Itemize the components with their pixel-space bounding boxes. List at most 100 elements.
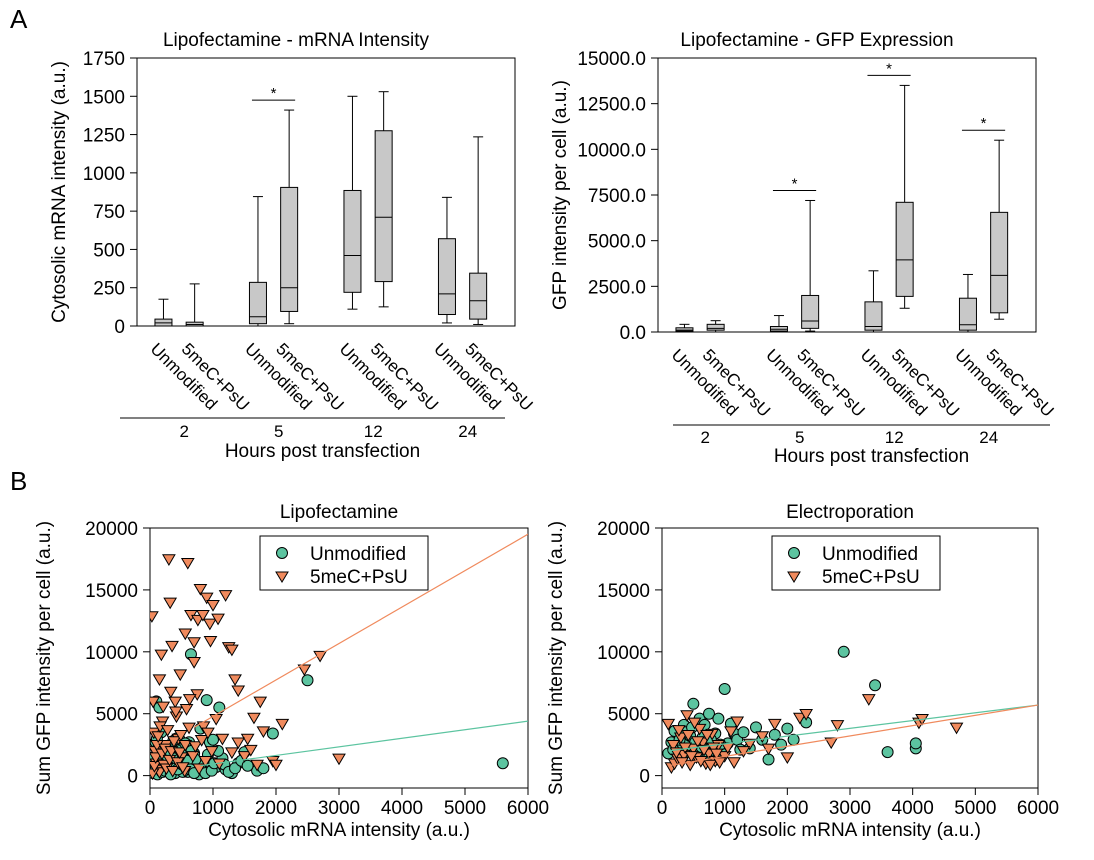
data-point — [182, 694, 197, 706]
scatter-chart-3: Electroporation 0 5000 10000 15000 20000 0 1000… — [546, 502, 1059, 841]
data-point — [780, 752, 795, 765]
group-label: 5 — [274, 422, 283, 441]
box-24-modified — [469, 136, 488, 325]
data-point — [275, 718, 290, 731]
legend-label: Unmodified — [310, 544, 406, 565]
x-tick-label: 3000 — [829, 798, 871, 819]
data-point — [703, 707, 715, 720]
data-point — [218, 590, 233, 602]
y-tick-label: 2500.0 — [588, 277, 646, 298]
legend-label: 5meC+PsU — [822, 567, 920, 588]
data-point — [909, 737, 922, 750]
data-point — [193, 583, 208, 596]
data-point — [237, 751, 252, 763]
box-iqr — [958, 297, 977, 331]
data-point — [662, 718, 676, 731]
data-point — [881, 746, 894, 759]
significance-marker: * — [792, 175, 798, 192]
data-point — [209, 713, 224, 726]
y-tick-label: 10000.0 — [577, 140, 646, 161]
x-tick-label: 1000 — [704, 798, 746, 819]
data-point — [215, 733, 230, 746]
chart-title: Lipofectamine - GFP Expression — [680, 30, 953, 51]
data-point — [332, 753, 346, 766]
x-axis-label: Hours post transfection — [774, 446, 969, 467]
box-24-unmodified — [437, 196, 456, 324]
data-point — [869, 679, 882, 692]
data-point — [730, 716, 745, 729]
box-iqr — [343, 189, 362, 293]
box-iqr — [675, 327, 694, 332]
chart-title: Lipofectamine - mRNA Intensity — [163, 30, 430, 51]
y-tick-label: 0.0 — [620, 323, 646, 344]
data-point — [775, 738, 788, 751]
data-point — [180, 557, 195, 570]
data-point — [152, 674, 167, 687]
data-point — [203, 635, 218, 648]
panel-label-a: A — [10, 4, 28, 34]
y-tick-label: 5000 — [96, 705, 138, 726]
chart-title: Electroporation — [786, 502, 914, 523]
y-tick-label: 250 — [93, 279, 125, 300]
data-point — [178, 739, 193, 752]
y-tick-label: 1750 — [83, 49, 125, 70]
legend-marker — [788, 547, 800, 559]
box-iqr — [990, 211, 1009, 314]
data-point — [718, 682, 731, 695]
box-5-unmodified — [769, 315, 788, 333]
legend-marker — [275, 571, 289, 583]
data-point — [792, 712, 807, 725]
data-point — [228, 674, 242, 687]
data-point — [767, 718, 782, 731]
data-point — [151, 731, 166, 743]
data-point — [156, 701, 171, 714]
data-point — [703, 759, 718, 772]
box-2-unmodified — [154, 298, 173, 327]
data-point — [165, 640, 179, 653]
y-tick-label: 5000.0 — [588, 232, 646, 253]
group-label: 5 — [795, 428, 804, 447]
x-tick-label: 2000 — [766, 798, 808, 819]
plot-area — [662, 645, 1038, 774]
data-point — [266, 727, 279, 740]
significance-marker: * — [886, 60, 892, 77]
y-tick-label: 10000 — [85, 643, 138, 664]
y-tick-label: 20000 — [85, 519, 138, 540]
trend-line — [668, 704, 1038, 752]
data-point — [241, 759, 254, 772]
data-point — [256, 726, 271, 739]
group-label: 12 — [885, 428, 904, 447]
plot-frame — [657, 57, 1037, 333]
scatter-chart-2: Lipofectamine 0 5000 10000 15000 20000 0 1000 20… — [34, 502, 549, 841]
data-point — [200, 694, 213, 707]
data-point — [172, 747, 187, 760]
y-tick-label: 5000 — [608, 705, 650, 726]
data-point — [861, 694, 876, 706]
data-point — [165, 765, 180, 778]
data-point — [243, 744, 258, 757]
x-tick-label: 4000 — [381, 798, 423, 819]
data-point — [712, 712, 725, 725]
box-iqr — [469, 272, 488, 320]
group-label: 24 — [979, 428, 998, 447]
x-tick-label: 5000 — [954, 798, 996, 819]
data-point — [727, 757, 741, 769]
data-point — [194, 735, 209, 747]
data-point — [737, 726, 750, 739]
box-iqr — [801, 294, 820, 329]
y-tick-label: 15000 — [85, 581, 138, 602]
box-chart-0: Lipofectamine - mRNA Intensity 0 250 500 750… — [49, 30, 537, 462]
plot-frame — [136, 57, 516, 327]
data-point — [824, 737, 839, 750]
data-point — [949, 722, 964, 735]
data-point — [187, 657, 201, 669]
data-point — [160, 725, 175, 737]
series-modified — [662, 694, 964, 774]
data-point — [297, 664, 312, 677]
data-point — [250, 759, 264, 772]
y-tick-label: 750 — [93, 202, 125, 223]
data-point — [201, 727, 215, 740]
data-point — [204, 746, 219, 758]
